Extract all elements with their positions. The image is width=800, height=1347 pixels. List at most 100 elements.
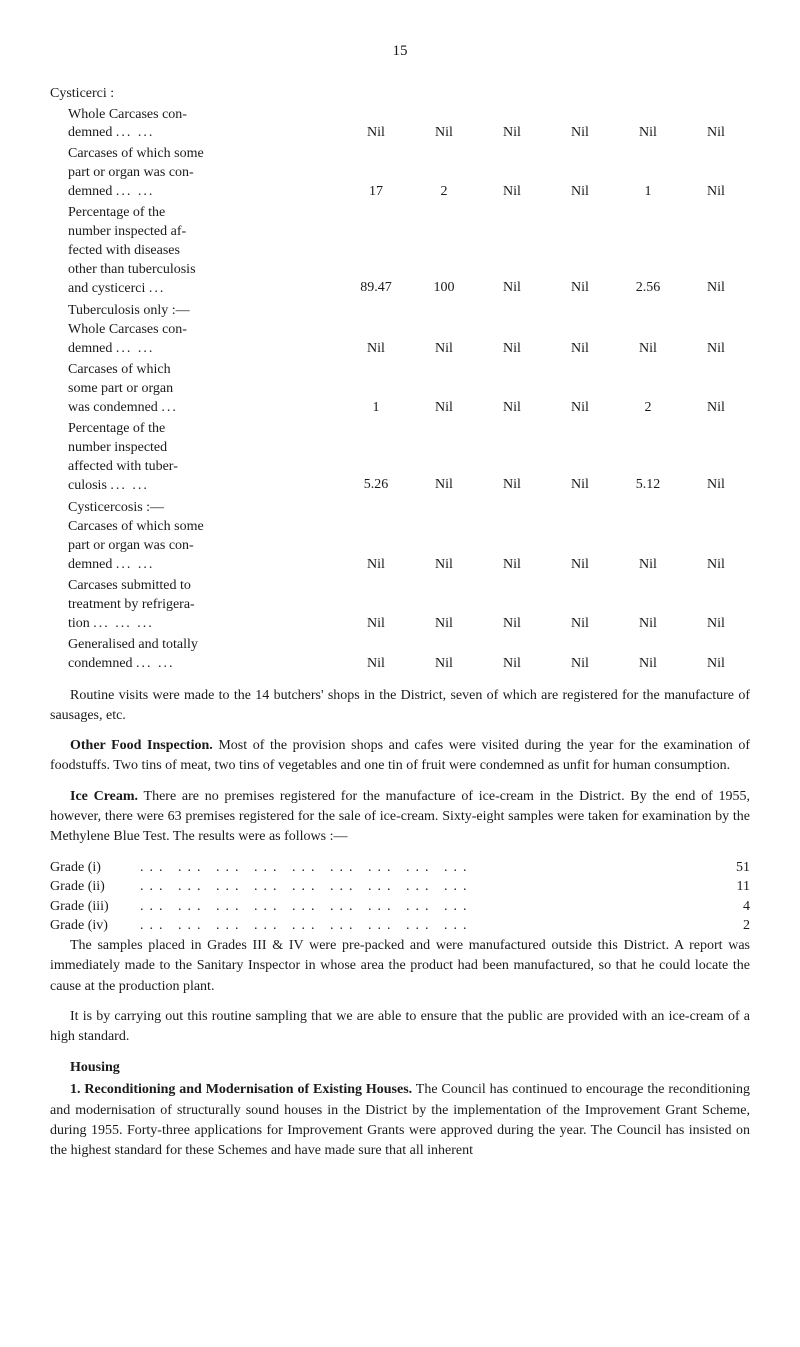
grade-row: Grade (ii) ... ... ... ... ... ... ... .… bbox=[50, 877, 750, 897]
data-cell: 2.56 bbox=[614, 277, 682, 298]
data-cell: Nil bbox=[342, 554, 410, 575]
row-label: Percentage of thenumber inspectedaffecte… bbox=[50, 420, 342, 496]
data-cell: Nil bbox=[478, 181, 546, 202]
cysticerci-heading: Cysticerci : bbox=[50, 83, 750, 104]
grade-dots: ... ... ... ... ... ... ... ... ... bbox=[140, 897, 710, 917]
data-cell: Nil bbox=[410, 397, 478, 418]
table-row: Whole Carcases con-demned ... ... Nil Ni… bbox=[50, 106, 750, 144]
dots: ... ... bbox=[110, 478, 149, 493]
housing-sub-heading: 1. Reconditioning and Modernisation of E… bbox=[70, 1082, 412, 1097]
data-cell: Nil bbox=[478, 474, 546, 495]
cysticerci-table: Whole Carcases con-demned ... ... Nil Ni… bbox=[50, 106, 750, 674]
data-cell: 89.47 bbox=[342, 277, 410, 298]
grade-value: 4 bbox=[710, 897, 750, 917]
label-text: Percentage of thenumber inspected af-fec… bbox=[68, 205, 196, 296]
data-cell: 5.26 bbox=[342, 474, 410, 495]
data-cell: Nil bbox=[410, 554, 478, 575]
data-cell: Nil bbox=[478, 653, 546, 674]
data-cell: Nil bbox=[478, 554, 546, 575]
grade-dots: ... ... ... ... ... ... ... ... ... bbox=[140, 858, 710, 878]
table-row: Percentage of thenumber inspected af-fec… bbox=[50, 204, 750, 298]
dots: ... ... bbox=[116, 184, 155, 199]
ice-cream-text3: It is by carrying out this routine sampl… bbox=[50, 1007, 750, 1048]
routine-text: Routine visits were made to the 14 butch… bbox=[50, 686, 750, 727]
data-cell: Nil bbox=[410, 613, 478, 634]
grade-dots: ... ... ... ... ... ... ... ... ... bbox=[140, 916, 710, 936]
housing-paragraph: 1. Reconditioning and Modernisation of E… bbox=[50, 1080, 750, 1161]
data-cell: 1 bbox=[342, 397, 410, 418]
grade-label: Grade (iii) bbox=[50, 897, 140, 917]
grade-value: 11 bbox=[710, 877, 750, 897]
data-cell: Nil bbox=[410, 653, 478, 674]
data-cell: Nil bbox=[410, 474, 478, 495]
dots: ... bbox=[149, 281, 166, 296]
data-cell: Nil bbox=[410, 122, 478, 143]
data-cell: Nil bbox=[546, 181, 614, 202]
data-cell: Nil bbox=[614, 122, 682, 143]
data-cell: Nil bbox=[682, 474, 750, 495]
grade-label: Grade (i) bbox=[50, 858, 140, 878]
table-row: Carcases of which somepart or organ was … bbox=[50, 518, 750, 575]
data-cell: Nil bbox=[546, 474, 614, 495]
cc-heading: Cysticercosis :— bbox=[50, 497, 750, 518]
row-label: Percentage of thenumber inspected af-fec… bbox=[50, 204, 342, 298]
row-label: Carcases of whichsome part or organwas c… bbox=[50, 361, 342, 418]
data-cell: Nil bbox=[410, 338, 478, 359]
grade-label: Grade (ii) bbox=[50, 877, 140, 897]
row-label: Whole Carcases con-demned ... ... bbox=[50, 321, 342, 359]
housing-heading: Housing bbox=[50, 1057, 750, 1078]
row-label: Carcases submitted totreatment by refrig… bbox=[50, 577, 342, 634]
table-row: Carcases of whichsome part or organwas c… bbox=[50, 361, 750, 418]
data-cell: Nil bbox=[614, 554, 682, 575]
data-cell: Nil bbox=[342, 338, 410, 359]
label-text: Generalised and totallycondemned bbox=[68, 637, 198, 671]
data-cell: Nil bbox=[682, 613, 750, 634]
table-row: Whole Carcases con-demned ... ... Nil Ni… bbox=[50, 321, 750, 359]
data-cell: Nil bbox=[546, 397, 614, 418]
data-cell: Nil bbox=[682, 277, 750, 298]
ice-cream-heading: Ice Cream. bbox=[70, 789, 138, 804]
data-cell: Nil bbox=[546, 277, 614, 298]
table-row: Carcases submitted totreatment by refrig… bbox=[50, 577, 750, 634]
grades-list: Grade (i) ... ... ... ... ... ... ... ..… bbox=[50, 858, 750, 936]
data-cell: Nil bbox=[546, 122, 614, 143]
data-cell: Nil bbox=[546, 613, 614, 634]
label-text: Carcases of whichsome part or organwas c… bbox=[68, 362, 173, 415]
table-row: Carcases of which somepart or organ was … bbox=[50, 145, 750, 202]
data-cell: Nil bbox=[682, 122, 750, 143]
row-label: Whole Carcases con-demned ... ... bbox=[50, 106, 342, 144]
dots: ... ... bbox=[116, 125, 155, 140]
data-cell: Nil bbox=[478, 277, 546, 298]
data-cell: Nil bbox=[682, 653, 750, 674]
data-cell: 17 bbox=[342, 181, 410, 202]
dots: ... bbox=[161, 400, 178, 415]
data-cell: Nil bbox=[614, 613, 682, 634]
data-cell: Nil bbox=[342, 122, 410, 143]
data-cell: 5.12 bbox=[614, 474, 682, 495]
grade-row: Grade (i) ... ... ... ... ... ... ... ..… bbox=[50, 858, 750, 878]
table-row: Percentage of thenumber inspectedaffecte… bbox=[50, 420, 750, 496]
other-food-paragraph: Other Food Inspection. Most of the provi… bbox=[50, 736, 750, 777]
page-number: 15 bbox=[50, 40, 750, 63]
grade-row: Grade (iii) ... ... ... ... ... ... ... … bbox=[50, 897, 750, 917]
data-cell: Nil bbox=[682, 397, 750, 418]
data-cell: 2 bbox=[614, 397, 682, 418]
ice-cream-text: There are no premises registered for the… bbox=[50, 789, 750, 845]
tb-heading: Tuberculosis only :— bbox=[50, 300, 750, 321]
data-cell: Nil bbox=[546, 554, 614, 575]
dots: ... ... bbox=[116, 341, 155, 356]
row-label: Generalised and totallycondemned ... ... bbox=[50, 636, 342, 674]
table-row: Generalised and totallycondemned ... ...… bbox=[50, 636, 750, 674]
data-cell: Nil bbox=[682, 554, 750, 575]
grade-value: 2 bbox=[710, 916, 750, 936]
data-cell: Nil bbox=[478, 338, 546, 359]
data-cell: 1 bbox=[614, 181, 682, 202]
data-cell: Nil bbox=[682, 338, 750, 359]
row-label: Carcases of which somepart or organ was … bbox=[50, 518, 342, 575]
data-cell: Nil bbox=[614, 338, 682, 359]
grade-dots: ... ... ... ... ... ... ... ... ... bbox=[140, 877, 710, 897]
data-cell: Nil bbox=[342, 653, 410, 674]
dots: ... ... bbox=[116, 557, 155, 572]
grade-label: Grade (iv) bbox=[50, 916, 140, 936]
data-cell: 2 bbox=[410, 181, 478, 202]
